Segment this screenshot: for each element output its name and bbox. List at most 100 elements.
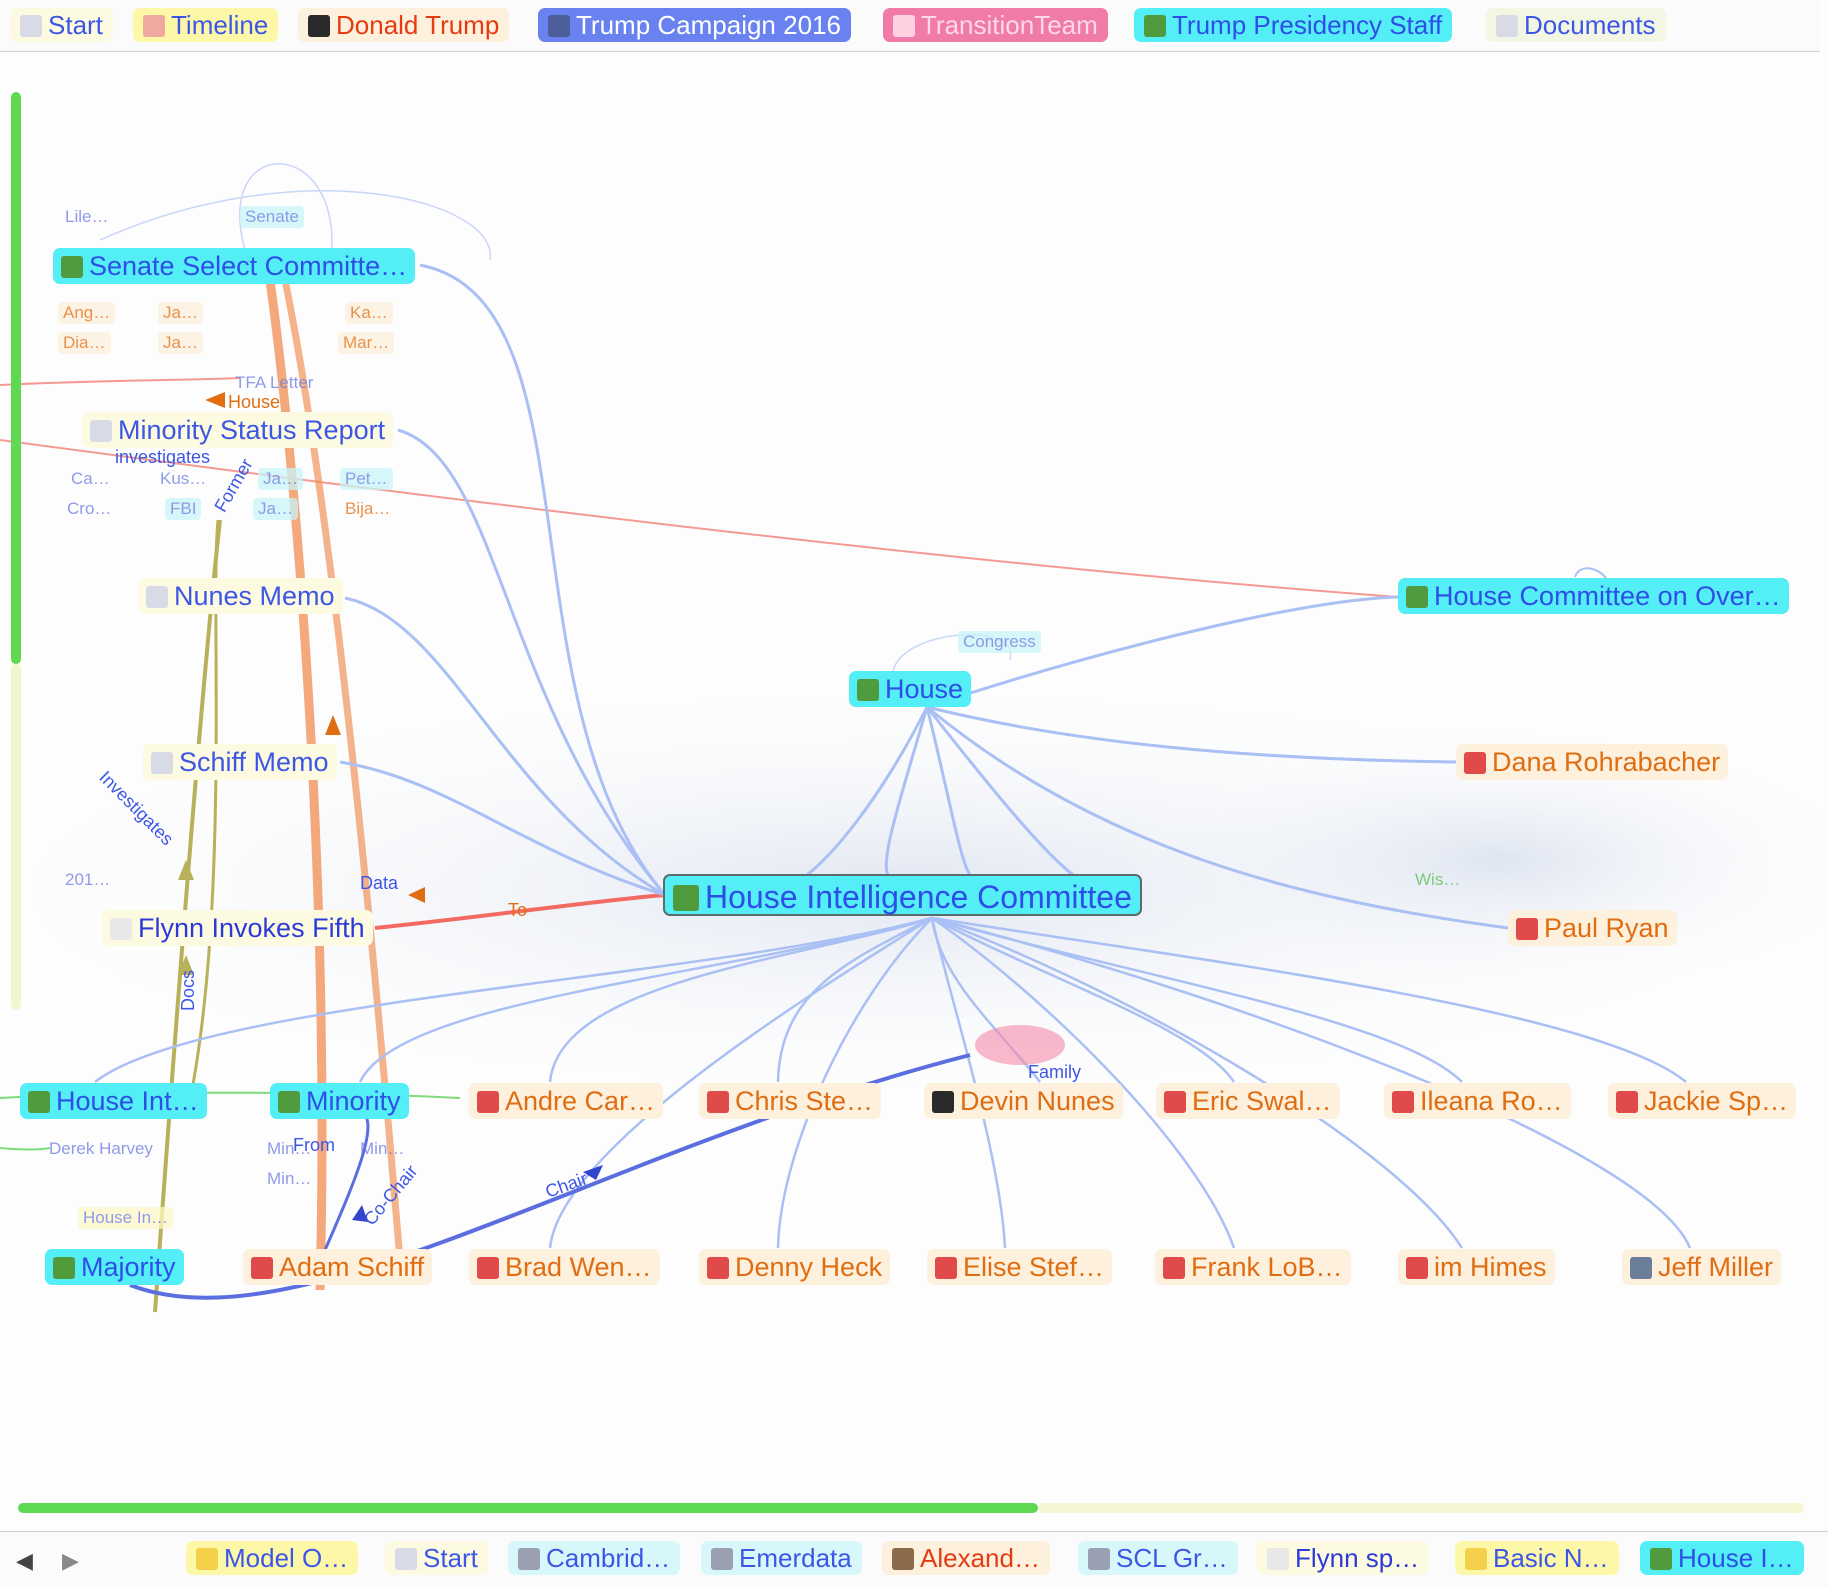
edge-label-to: To <box>508 900 527 921</box>
node-ka[interactable]: Ka… <box>345 302 393 324</box>
node-bija[interactable]: Bija… <box>340 498 395 520</box>
node-member-devin-nunes[interactable]: Devin Nunes <box>924 1083 1123 1119</box>
node-paul-ryan[interactable]: Paul Ryan <box>1508 910 1677 946</box>
tab-label: Trump Campaign 2016 <box>576 10 841 40</box>
history-tab-model[interactable]: Model O… <box>186 1541 359 1575</box>
node-mar[interactable]: Mar… <box>338 332 395 354</box>
node-member-jeff-miller[interactable]: Jeff Miller <box>1622 1249 1782 1285</box>
node-member-denny-heck[interactable]: Denny Heck <box>699 1249 891 1285</box>
node-kus[interactable]: Kus… <box>155 468 211 490</box>
node-flynn-invokes-fifth[interactable]: Flynn Invokes Fifth <box>102 910 373 946</box>
node-majority[interactable]: Majority <box>45 1249 184 1285</box>
group-icon <box>278 1091 300 1113</box>
node-ja-1[interactable]: Ja… <box>158 302 203 324</box>
node-member-brad-wenstrup[interactable]: Brad Wen… <box>469 1249 660 1285</box>
node-member-chris-stewart[interactable]: Chris Ste… <box>699 1083 882 1119</box>
node-member-elise-stefanik[interactable]: Elise Stef… <box>927 1249 1113 1285</box>
node-member-jim-himes[interactable]: im Himes <box>1398 1249 1555 1285</box>
node-dia[interactable]: Dia… <box>58 332 111 354</box>
node-congress[interactable]: Congress <box>958 631 1041 653</box>
node-label: Min… <box>267 1169 312 1188</box>
tab-label: Model O… <box>224 1543 349 1573</box>
node-label: Minority <box>306 1086 401 1116</box>
node-min-2[interactable]: Min… <box>355 1138 409 1160</box>
tab-label: Alexand… <box>920 1543 1040 1573</box>
node-min-3[interactable]: Min… <box>262 1168 316 1190</box>
flag-icon <box>1616 1091 1638 1113</box>
edge-label-text: Data <box>360 873 399 893</box>
top-tab-timeline[interactable]: Timeline <box>133 8 279 42</box>
node-member-frank-lobiondo[interactable]: Frank LoB… <box>1155 1249 1351 1285</box>
node-ca[interactable]: Ca… <box>66 468 115 490</box>
top-tab-transition-team[interactable]: TransitionTeam <box>883 8 1108 42</box>
node-member-andre-carson[interactable]: Andre Car… <box>469 1083 664 1119</box>
node-cro[interactable]: Cro… <box>62 498 116 520</box>
group-icon <box>673 885 699 911</box>
flag-icon <box>1464 752 1486 774</box>
node-schiff-memo[interactable]: Schiff Memo <box>143 744 337 780</box>
node-lile[interactable]: Lile… <box>60 206 113 228</box>
node-ja-3[interactable]: Ja… <box>258 468 303 490</box>
node-member-ileana-ros[interactable]: Ileana Ro… <box>1384 1083 1571 1119</box>
node-ja-2[interactable]: Ja… <box>158 332 203 354</box>
flag-icon <box>935 1257 957 1279</box>
tab-label: Flynn sp… <box>1295 1543 1420 1573</box>
node-house-intelligence-committee[interactable]: House Intelligence Committee <box>663 874 1142 916</box>
back-button[interactable]: ◀ <box>16 1548 33 1574</box>
node-minority[interactable]: Minority <box>270 1083 409 1119</box>
node-label: Majority <box>81 1252 176 1282</box>
tab-label: Cambrid… <box>546 1543 671 1573</box>
node-derek-harvey[interactable]: Derek Harvey <box>44 1138 158 1160</box>
node-ang[interactable]: Ang… <box>58 302 116 324</box>
node-house-int-left[interactable]: House Int… <box>20 1083 207 1119</box>
history-tab-basic[interactable]: Basic N… <box>1455 1541 1619 1575</box>
node-label: Senate Select Committe… <box>89 251 408 281</box>
node-house-in[interactable]: House In… <box>78 1207 174 1229</box>
forward-button[interactable]: ▶ <box>62 1548 79 1574</box>
history-tab-alexander[interactable]: Alexand… <box>882 1541 1050 1575</box>
node-min-1[interactable]: Min… <box>262 1138 316 1160</box>
flag-icon <box>251 1257 273 1279</box>
history-tab-cambridge[interactable]: Cambrid… <box>508 1541 681 1575</box>
node-label: Min… <box>267 1139 312 1158</box>
top-tab-start[interactable]: Start <box>10 8 113 42</box>
node-senate-select-committee[interactable]: Senate Select Committe… <box>53 248 416 284</box>
edge-label-text: investigates <box>115 447 211 467</box>
edge-label-investigates: investigates <box>115 447 210 468</box>
building-icon <box>1088 1548 1110 1570</box>
top-tab-documents[interactable]: Documents <box>1486 8 1666 42</box>
history-tab-flynn[interactable]: Flynn sp… <box>1257 1541 1430 1575</box>
node-minority-status-report[interactable]: Minority Status Report <box>82 412 394 448</box>
top-tab-trump-presidency-staff[interactable]: Trump Presidency Staff <box>1134 8 1453 42</box>
horizontal-scrollbar[interactable] <box>18 1503 1038 1513</box>
node-label: Wis… <box>1415 870 1461 889</box>
tab-label: Start <box>48 10 103 40</box>
horizontal-scrollbar-track[interactable] <box>1038 1503 1804 1513</box>
node-house[interactable]: House <box>849 671 972 707</box>
node-adam-schiff[interactable]: Adam Schiff <box>243 1249 433 1285</box>
history-tab-emerdata[interactable]: Emerdata <box>701 1541 862 1575</box>
node-house-committee-oversight[interactable]: House Committee on Over… <box>1398 578 1789 614</box>
node-member-jackie-speier[interactable]: Jackie Sp… <box>1608 1083 1797 1119</box>
node-fbi[interactable]: FBI <box>165 498 202 520</box>
edge-label-data: Data <box>360 873 398 894</box>
vertical-scrollbar-track[interactable] <box>11 664 21 1010</box>
node-year-201[interactable]: 201… <box>60 869 115 891</box>
node-senate[interactable]: Senate <box>240 206 304 228</box>
node-ja-4[interactable]: Ja… <box>253 498 298 520</box>
node-dana-rohrabacher[interactable]: Dana Rohrabacher <box>1456 744 1729 780</box>
history-tab-house-intelligence[interactable]: House I… <box>1640 1541 1804 1575</box>
node-tfa-letter[interactable]: TFA Letter <box>230 372 318 394</box>
node-member-eric-swalwell[interactable]: Eric Swal… <box>1156 1083 1340 1119</box>
top-tab-donald-trump[interactable]: Donald Trump <box>298 8 510 42</box>
history-tab-start[interactable]: Start <box>385 1541 488 1575</box>
tab-label: Timeline <box>171 10 269 40</box>
node-wis[interactable]: Wis… <box>1410 869 1465 891</box>
node-pet[interactable]: Pet… <box>340 468 393 490</box>
node-label: Flynn Invokes Fifth <box>138 913 365 943</box>
node-nunes-memo[interactable]: Nunes Memo <box>138 578 343 614</box>
edge-label-docs: Docs <box>178 970 199 1011</box>
history-tab-scl-group[interactable]: SCL Gr… <box>1078 1541 1238 1575</box>
top-tab-trump-campaign-2016[interactable]: Trump Campaign 2016 <box>538 8 851 42</box>
vertical-scrollbar[interactable] <box>11 92 21 664</box>
